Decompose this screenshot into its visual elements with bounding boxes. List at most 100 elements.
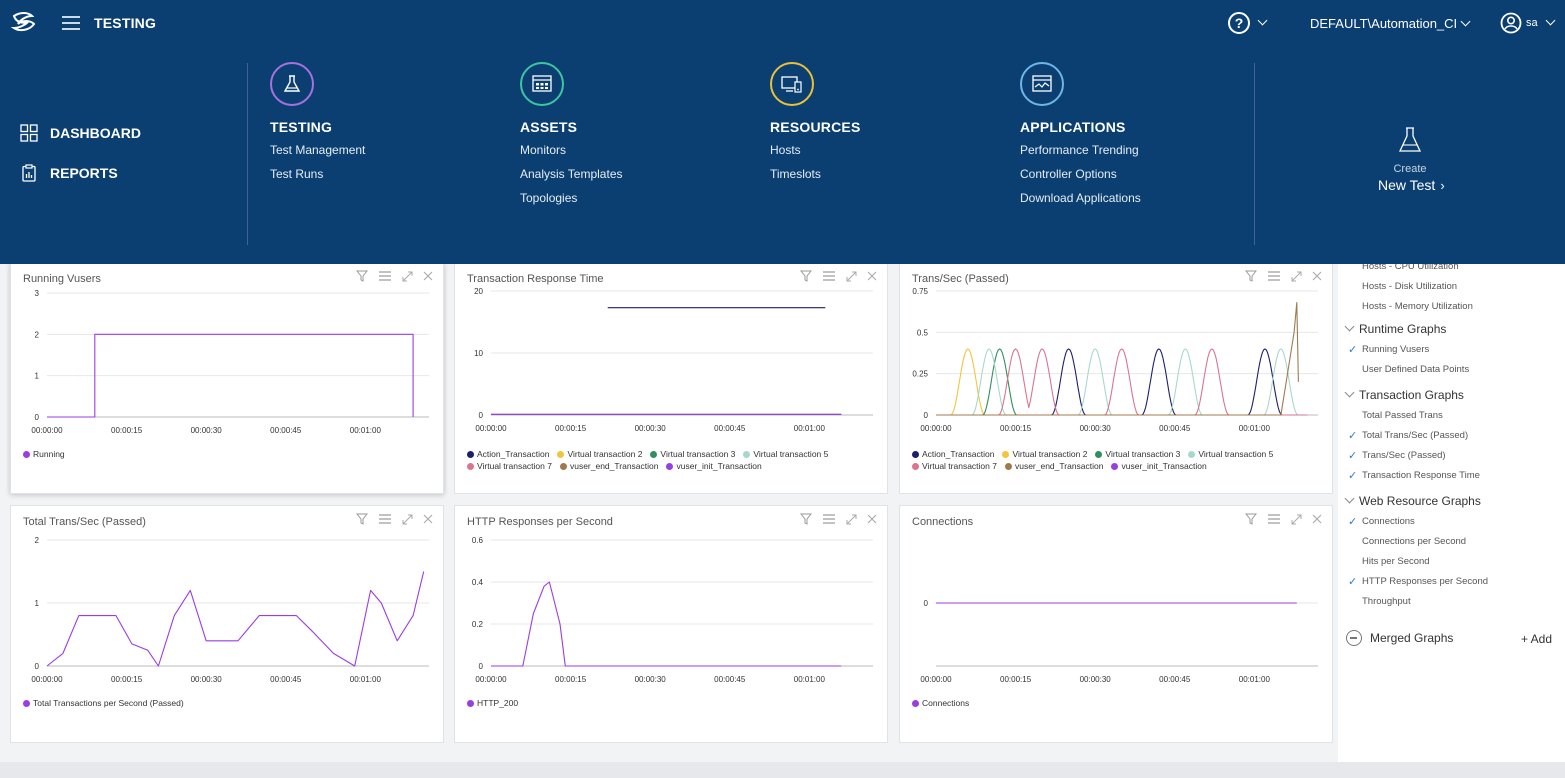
legend-item[interactable]: Virtual transaction 3 [1095, 449, 1180, 459]
graph-list-item[interactable]: Connections [1362, 516, 1415, 527]
graph-list-item[interactable]: HTTP Responses per Second [1362, 576, 1489, 587]
link-topologies[interactable]: Topologies [520, 191, 578, 205]
legend-item[interactable]: vuser_init_Transaction [1111, 461, 1207, 471]
graph-list-item[interactable]: Total Trans/Sec (Passed) [1362, 430, 1469, 441]
legend-item[interactable]: Action_Transaction [912, 449, 994, 459]
merged-graphs[interactable]: Merged Graphs [1346, 630, 1453, 646]
menu-left-nav: DASHBOARD REPORTS [20, 122, 141, 202]
filter-icon[interactable] [1245, 513, 1257, 525]
menu-lines-icon[interactable] [822, 270, 836, 282]
expand-icon[interactable] [402, 514, 413, 525]
link-monitors[interactable]: Monitors [520, 143, 567, 157]
legend-item[interactable]: vuser_init_Transaction [666, 461, 762, 471]
chevron-right-icon: › [1440, 178, 1445, 193]
legend-item[interactable]: vuser_end_Transaction [1004, 461, 1104, 471]
menu-lines-icon[interactable] [378, 513, 392, 525]
series-line-vuser-end-transaction[interactable] [936, 302, 1299, 416]
graph-list-item[interactable]: Trans/Sec (Passed) [1362, 450, 1446, 461]
chart-panel: Trans/Sec (Passed) 0 0.25 0.5 0.75 00:00:00 0… [899, 262, 1333, 494]
link-timeslots[interactable]: Timeslots [770, 167, 821, 181]
grid-window-icon[interactable] [520, 62, 564, 106]
section-title: ASSETS [520, 119, 578, 135]
graph-list-item[interactable]: Running Vusers [1362, 344, 1430, 355]
create-label: Create [1393, 163, 1427, 175]
horizontal-scrollbar[interactable] [0, 762, 1565, 778]
menu-lines-icon[interactable] [1267, 270, 1281, 282]
legend-item[interactable]: Virtual transaction 5 [743, 449, 828, 459]
legend-item[interactable]: Action_Transaction [467, 449, 549, 459]
filter-icon[interactable] [800, 270, 812, 282]
expand-icon[interactable] [402, 271, 413, 282]
link-test-runs[interactable]: Test Runs [270, 167, 324, 181]
graph-list-item[interactable]: Transaction Response Time [1362, 470, 1480, 481]
graph-list-item[interactable]: Hosts - CPU Utilization [1362, 261, 1459, 272]
legend-swatch [467, 462, 474, 470]
expand-icon[interactable] [846, 514, 857, 525]
graph-group-header[interactable]: Runtime Graphs [1344, 321, 1446, 336]
graph-list-item[interactable]: Throughput [1362, 596, 1411, 607]
series-line-total-transactions-per-second-passed-[interactable] [46, 571, 425, 667]
help-menu[interactable]: ? [1228, 12, 1268, 34]
menu-lines-icon[interactable] [822, 513, 836, 525]
chart-window-icon[interactable] [1020, 62, 1064, 106]
legend-swatch [1111, 462, 1119, 470]
flask-icon[interactable] [270, 62, 314, 106]
menu-section-testing: TESTING Test Management Test Runs [270, 62, 365, 191]
chart-panel: Connections 0 00:00:00 00:00:15 00:00:30 00:… [899, 505, 1333, 743]
graph-list-item[interactable]: Hits per Second [1362, 556, 1430, 567]
menu-lines-icon[interactable] [1267, 513, 1281, 525]
graph-list-item[interactable]: Hosts - Memory Utilization [1362, 301, 1473, 312]
legend-swatch [666, 462, 674, 470]
legend-item[interactable]: Virtual transaction 7 [467, 461, 552, 471]
filter-icon[interactable] [800, 513, 812, 525]
legend-label: vuser_end_Transaction [1014, 461, 1104, 471]
close-icon[interactable] [867, 271, 877, 281]
legend-item[interactable]: vuser_end_Transaction [559, 461, 658, 471]
graph-group-header[interactable]: Web Resource Graphs [1344, 493, 1481, 508]
legend-item[interactable]: Connections [912, 698, 969, 708]
legend-item[interactable]: Virtual transaction 3 [650, 449, 735, 459]
logo-icon[interactable] [10, 10, 38, 34]
graph-list-item[interactable]: Connections per Second [1362, 536, 1467, 547]
link-performance-trending[interactable]: Performance Trending [1020, 143, 1139, 157]
menu-section-applications: APPLICATIONS Performance Trending Contro… [1020, 62, 1141, 215]
tenant-selector[interactable]: DEFAULT\Automation_CI [1310, 16, 1471, 31]
legend-item[interactable]: Virtual transaction 5 [1188, 449, 1273, 459]
add-merged-graph-button[interactable]: + Add [1521, 632, 1553, 646]
hamburger-menu-icon[interactable] [62, 16, 80, 30]
filter-icon[interactable] [356, 270, 368, 282]
filter-icon[interactable] [356, 513, 368, 525]
graph-list-item[interactable]: User Defined Data Points [1362, 364, 1470, 375]
close-icon[interactable] [423, 271, 433, 281]
link-analysis-templates[interactable]: Analysis Templates [520, 167, 623, 181]
legend-item[interactable]: Total Transactions per Second (Passed) [23, 698, 184, 708]
close-icon[interactable] [423, 514, 433, 524]
link-test-management[interactable]: Test Management [270, 143, 366, 157]
filter-icon[interactable] [1245, 270, 1257, 282]
link-controller-options[interactable]: Controller Options [1020, 167, 1117, 181]
legend-item[interactable]: HTTP_200 [467, 698, 518, 708]
expand-icon[interactable] [1291, 271, 1302, 282]
graph-group-header[interactable]: Transaction Graphs [1344, 387, 1464, 402]
user-menu[interactable]: sa [1500, 12, 1556, 34]
devices-icon[interactable] [770, 62, 814, 106]
close-icon[interactable] [867, 514, 877, 524]
graph-list-item[interactable]: Hosts - Disk Utilization [1362, 281, 1458, 292]
legend-item[interactable]: Virtual transaction 7 [912, 461, 997, 471]
series-line-running[interactable] [47, 333, 414, 418]
expand-icon[interactable] [846, 271, 857, 282]
link-download-applications[interactable]: Download Applications [1020, 191, 1141, 205]
legend-item[interactable]: Running [23, 449, 65, 459]
close-icon[interactable] [1312, 271, 1322, 281]
series-line-http-200[interactable] [491, 581, 842, 667]
close-icon[interactable] [1312, 514, 1322, 524]
legend-item[interactable]: Virtual transaction 2 [557, 449, 642, 459]
graph-list-item[interactable]: Total Passed Trans [1362, 410, 1443, 421]
expand-icon[interactable] [1291, 514, 1302, 525]
create-new-test[interactable]: Create New Test › [1378, 126, 1445, 193]
menu-lines-icon[interactable] [378, 270, 392, 282]
legend-item[interactable]: Virtual transaction 2 [1002, 449, 1087, 459]
menu-dashboard[interactable]: DASHBOARD [20, 122, 141, 144]
link-hosts[interactable]: Hosts [770, 143, 801, 157]
menu-reports[interactable]: REPORTS [20, 162, 141, 184]
